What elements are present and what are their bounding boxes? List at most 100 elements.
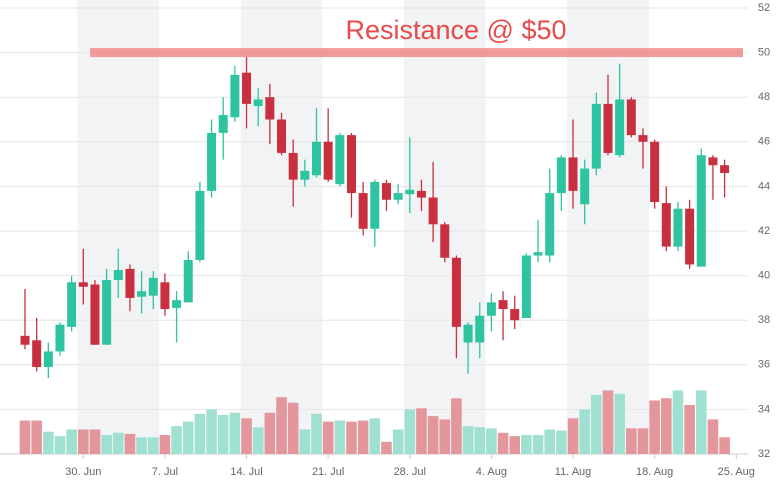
- candle-body: [137, 291, 147, 297]
- candle-body: [381, 183, 391, 200]
- candle-body: [650, 141, 660, 203]
- x-tick-label: 11. Aug: [555, 466, 592, 478]
- volume-bar: [369, 418, 381, 454]
- candle-body: [277, 119, 287, 153]
- volume-bar: [719, 437, 730, 454]
- volume-bar: [276, 397, 287, 454]
- volume-bar: [346, 421, 357, 454]
- volume-bar: [579, 409, 590, 454]
- volume-bar: [171, 426, 182, 454]
- volume-bar: [497, 432, 509, 454]
- volume-bar: [451, 398, 462, 454]
- candle-body: [673, 208, 683, 247]
- volume-bar: [602, 390, 614, 454]
- week-band: [240, 0, 323, 454]
- volume-bar: [334, 420, 346, 454]
- y-tick-label: 44: [758, 180, 770, 192]
- volume-bar: [124, 433, 136, 454]
- candle-body: [160, 282, 170, 310]
- candle-body: [335, 135, 345, 185]
- volume-bar: [381, 441, 392, 454]
- volume-bar: [416, 408, 427, 454]
- volume-bar: [101, 435, 112, 454]
- volume-bar: [614, 393, 625, 454]
- volume-bar: [637, 428, 649, 454]
- candle-body: [720, 165, 730, 174]
- candle-body: [218, 115, 228, 133]
- x-tick-label: 21. Jul: [312, 466, 344, 478]
- candle-body: [580, 168, 590, 205]
- annotation-label: Resistance @ $50: [345, 15, 566, 45]
- x-tick-label: 4. Aug: [476, 466, 507, 478]
- candle-body: [521, 255, 531, 318]
- candle-body: [393, 193, 403, 200]
- volume-bar: [264, 412, 276, 454]
- volume-bar: [439, 419, 451, 454]
- candle-body: [685, 208, 695, 265]
- volume-bar: [486, 428, 497, 454]
- volume-bar: [66, 429, 77, 454]
- y-tick-label: 52: [758, 2, 770, 14]
- week-band: [567, 0, 649, 454]
- candle-body: [533, 252, 543, 256]
- candle-body: [125, 268, 135, 298]
- volume-bar: [159, 435, 171, 454]
- volume-bar: [206, 409, 217, 454]
- volume-bar: [567, 418, 579, 454]
- candle-body: [416, 190, 426, 198]
- candle-body: [405, 189, 415, 195]
- candle-body: [696, 155, 706, 267]
- candle-body: [32, 340, 42, 368]
- candle-body: [265, 97, 275, 120]
- volume-bar: [404, 409, 416, 454]
- volume-bar: [194, 413, 206, 454]
- x-tick-label: 18. Aug: [636, 466, 673, 478]
- candle-body: [78, 282, 88, 287]
- volume-bar: [112, 432, 124, 454]
- volume-bar: [649, 400, 660, 454]
- volume-bar: [54, 436, 66, 454]
- candle-body: [428, 197, 438, 225]
- candle-body: [195, 190, 205, 260]
- candle-body: [486, 302, 496, 316]
- candle-body: [230, 74, 240, 118]
- x-tick-label: 28. Jul: [394, 466, 426, 478]
- volume-bar: [89, 429, 101, 454]
- candle-body: [603, 103, 613, 153]
- candle-body: [440, 224, 450, 258]
- volume-bar: [556, 430, 567, 454]
- candle-body: [568, 157, 578, 191]
- candle-body: [475, 315, 485, 343]
- candle-body: [358, 193, 368, 229]
- candle-body: [20, 335, 30, 345]
- candle-body: [148, 277, 158, 296]
- candle-body: [510, 309, 520, 321]
- candle-body: [370, 181, 380, 229]
- candle-body: [102, 280, 112, 345]
- y-tick-label: 50: [758, 47, 770, 59]
- week-band: [77, 0, 160, 454]
- volume-bar: [19, 420, 31, 454]
- volume-bar: [521, 435, 532, 454]
- candle-body: [708, 157, 718, 166]
- volume-bar: [241, 418, 252, 454]
- candle-body: [323, 141, 333, 180]
- candle-body: [172, 300, 182, 308]
- volume-bar: [684, 404, 695, 454]
- x-tick-label: 14. Jul: [230, 466, 262, 478]
- candle-body: [638, 135, 648, 142]
- candle-body: [113, 270, 123, 281]
- volume-bar: [311, 413, 322, 454]
- candle-body: [463, 324, 473, 343]
- volume-bar: [626, 428, 637, 454]
- x-tick-label: 25. Aug: [718, 466, 755, 478]
- volume-bar: [672, 390, 684, 454]
- volume-bar: [229, 412, 241, 454]
- volume-bar: [287, 402, 299, 454]
- y-tick-label: 36: [758, 359, 770, 371]
- candle-body: [346, 135, 356, 194]
- candle-body: [288, 152, 298, 180]
- x-tick-label: 30. Jun: [65, 466, 101, 478]
- y-tick-label: 48: [758, 91, 770, 103]
- volume-bar: [427, 416, 439, 454]
